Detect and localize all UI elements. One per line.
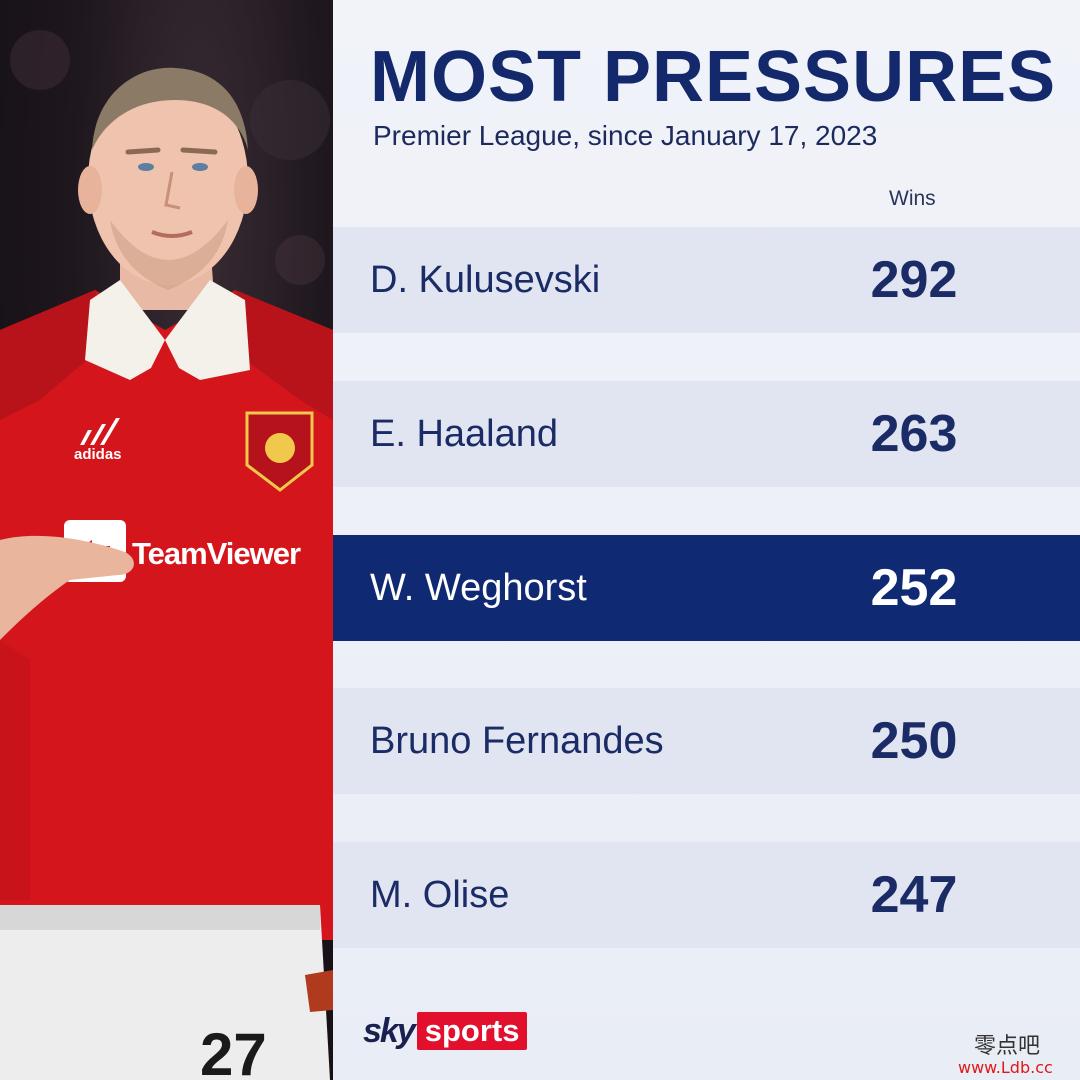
player-photo: 27 TeamViewer adid [0, 0, 333, 1080]
player-value: 252 [870, 559, 958, 617]
table-row: M. Olise 247 [333, 842, 1080, 948]
logo-sky-text: sky [363, 1011, 416, 1050]
sky-sports-logo: sky sports [363, 1011, 528, 1051]
kit-brand-text: adidas [74, 446, 122, 463]
player-value: 263 [870, 405, 958, 463]
logo-sports-text: sports [416, 1012, 528, 1050]
shirt-number: 27 [200, 1021, 267, 1080]
table-row: E. Haaland 263 [333, 381, 1080, 487]
watermark-url: www.Ldb.cc [958, 1058, 1053, 1077]
column-header-wins: Wins [889, 187, 936, 210]
player-value: 247 [870, 866, 958, 924]
watermark-chinese: 零点吧 [974, 1034, 1041, 1059]
table-row-highlighted: W. Weghorst 252 [333, 535, 1080, 641]
page-subtitle: Premier League, since January 17, 2023 [373, 120, 878, 151]
table-row: D. Kulusevski 292 [333, 227, 1080, 333]
sponsor-text: TeamViewer [132, 536, 301, 571]
player-name: Bruno Fernandes [370, 720, 664, 762]
player-name: E. Haaland [370, 413, 559, 455]
stats-panel: MOST PRESSURES Premier League, since Jan… [333, 0, 1080, 1080]
player-value: 292 [870, 251, 958, 309]
player-illustration: 27 [0, 30, 333, 1080]
page-title: MOST PRESSURES [370, 37, 1057, 117]
player-name: D. Kulusevski [370, 259, 601, 301]
player-name: M. Olise [370, 874, 510, 916]
player-value: 250 [870, 712, 958, 770]
player-name: W. Weghorst [370, 567, 587, 609]
table-row: Bruno Fernandes 250 [333, 688, 1080, 794]
